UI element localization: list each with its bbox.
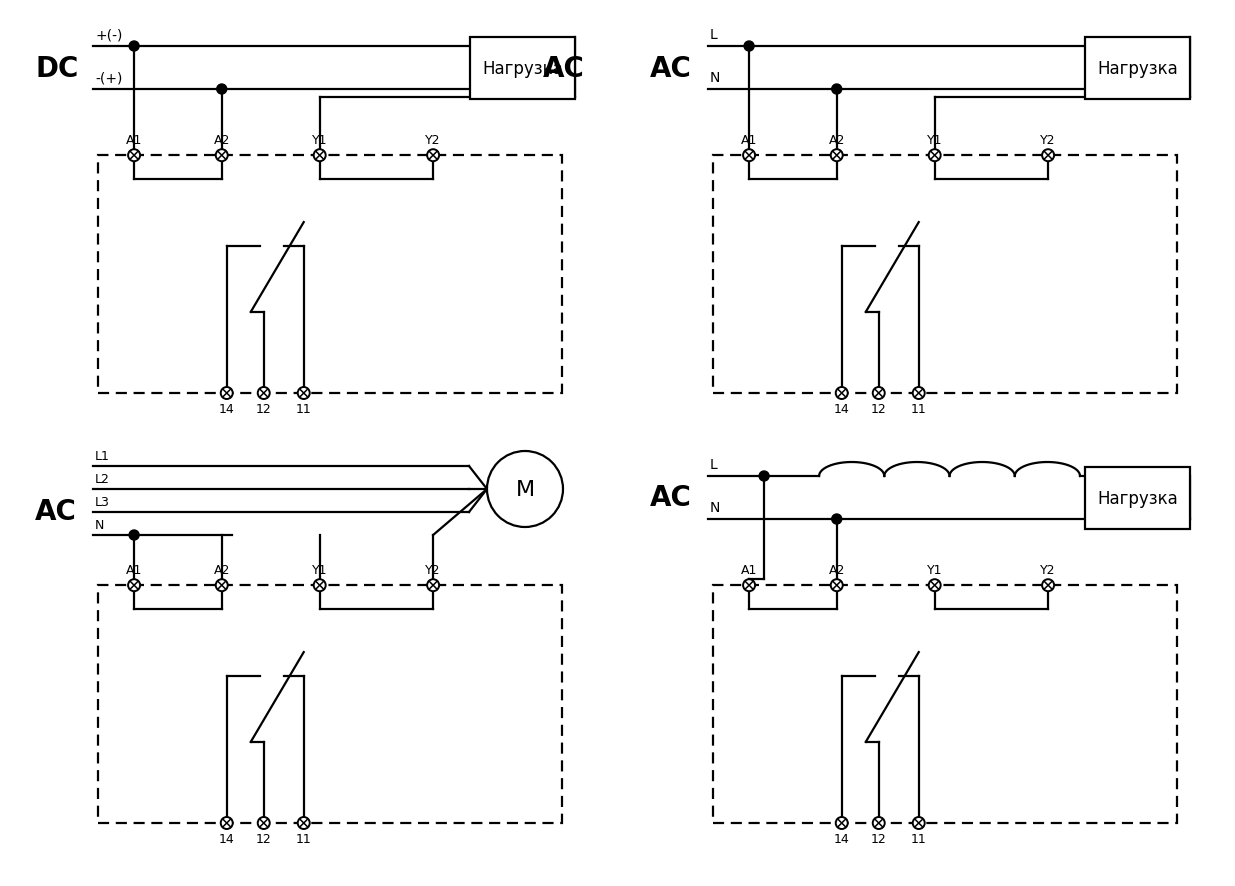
Text: N: N <box>710 71 720 85</box>
Circle shape <box>836 387 847 400</box>
Text: Y1: Y1 <box>927 134 942 147</box>
Circle shape <box>873 817 884 829</box>
Text: A2: A2 <box>214 134 230 147</box>
Circle shape <box>221 817 232 829</box>
Circle shape <box>427 579 440 592</box>
Circle shape <box>913 387 925 400</box>
Text: A2: A2 <box>214 563 230 577</box>
Text: Нагрузка: Нагрузка <box>482 59 563 77</box>
Text: A2: A2 <box>829 563 845 577</box>
Circle shape <box>216 85 227 95</box>
Text: 14: 14 <box>834 832 850 845</box>
Text: L: L <box>710 28 718 42</box>
Text: +(-): +(-) <box>95 28 122 42</box>
Circle shape <box>216 150 227 162</box>
Text: Y2: Y2 <box>425 134 441 147</box>
Circle shape <box>128 150 140 162</box>
Circle shape <box>258 387 269 400</box>
FancyBboxPatch shape <box>1086 37 1191 99</box>
Circle shape <box>130 42 140 52</box>
Circle shape <box>831 85 842 95</box>
Text: AC: AC <box>543 54 585 82</box>
Text: L3: L3 <box>95 495 110 509</box>
Circle shape <box>929 150 941 162</box>
FancyBboxPatch shape <box>471 37 576 99</box>
Text: Y2: Y2 <box>1040 134 1056 147</box>
Circle shape <box>1042 150 1055 162</box>
Text: Y1: Y1 <box>927 563 942 577</box>
Circle shape <box>929 579 941 592</box>
Text: Нагрузка: Нагрузка <box>1097 59 1178 77</box>
Text: 12: 12 <box>256 402 272 416</box>
Text: A1: A1 <box>126 563 142 577</box>
Circle shape <box>221 387 232 400</box>
FancyBboxPatch shape <box>1086 467 1191 529</box>
Text: A2: A2 <box>829 134 845 147</box>
Text: -(+): -(+) <box>95 71 122 85</box>
Circle shape <box>258 817 269 829</box>
Text: AC: AC <box>35 497 77 525</box>
Text: Y2: Y2 <box>1040 563 1056 577</box>
Circle shape <box>836 817 847 829</box>
Circle shape <box>760 471 769 481</box>
Circle shape <box>743 579 755 592</box>
Text: N: N <box>710 501 720 515</box>
Text: A1: A1 <box>741 563 757 577</box>
Text: 12: 12 <box>871 832 887 845</box>
Text: 11: 11 <box>296 402 311 416</box>
Text: Y1: Y1 <box>312 134 327 147</box>
Text: M: M <box>515 479 535 500</box>
Text: Y1: Y1 <box>312 563 327 577</box>
Circle shape <box>314 579 326 592</box>
Text: 12: 12 <box>256 832 272 845</box>
Text: L1: L1 <box>95 449 110 462</box>
Text: A1: A1 <box>741 134 757 147</box>
Circle shape <box>427 150 440 162</box>
Circle shape <box>831 579 842 592</box>
Circle shape <box>873 387 884 400</box>
Text: DC: DC <box>35 54 78 82</box>
Circle shape <box>1042 579 1055 592</box>
Text: Y2: Y2 <box>425 563 441 577</box>
Circle shape <box>298 817 310 829</box>
Text: L: L <box>710 457 718 471</box>
Circle shape <box>745 42 755 52</box>
Text: 12: 12 <box>871 402 887 416</box>
Circle shape <box>831 150 842 162</box>
Text: 14: 14 <box>834 402 850 416</box>
Text: 14: 14 <box>219 402 235 416</box>
Text: 11: 11 <box>911 402 926 416</box>
Circle shape <box>913 817 925 829</box>
Circle shape <box>743 150 755 162</box>
Text: N: N <box>95 518 105 532</box>
Circle shape <box>314 150 326 162</box>
Circle shape <box>130 531 140 540</box>
Circle shape <box>216 579 227 592</box>
Circle shape <box>298 387 310 400</box>
Text: AC: AC <box>650 54 692 82</box>
Text: L2: L2 <box>95 472 110 486</box>
Text: A1: A1 <box>126 134 142 147</box>
Text: 11: 11 <box>911 832 926 845</box>
Circle shape <box>831 515 842 525</box>
Text: AC: AC <box>650 484 692 512</box>
Text: Нагрузка: Нагрузка <box>1097 489 1178 507</box>
Circle shape <box>487 452 563 527</box>
Text: 14: 14 <box>219 832 235 845</box>
Text: 11: 11 <box>296 832 311 845</box>
Circle shape <box>128 579 140 592</box>
